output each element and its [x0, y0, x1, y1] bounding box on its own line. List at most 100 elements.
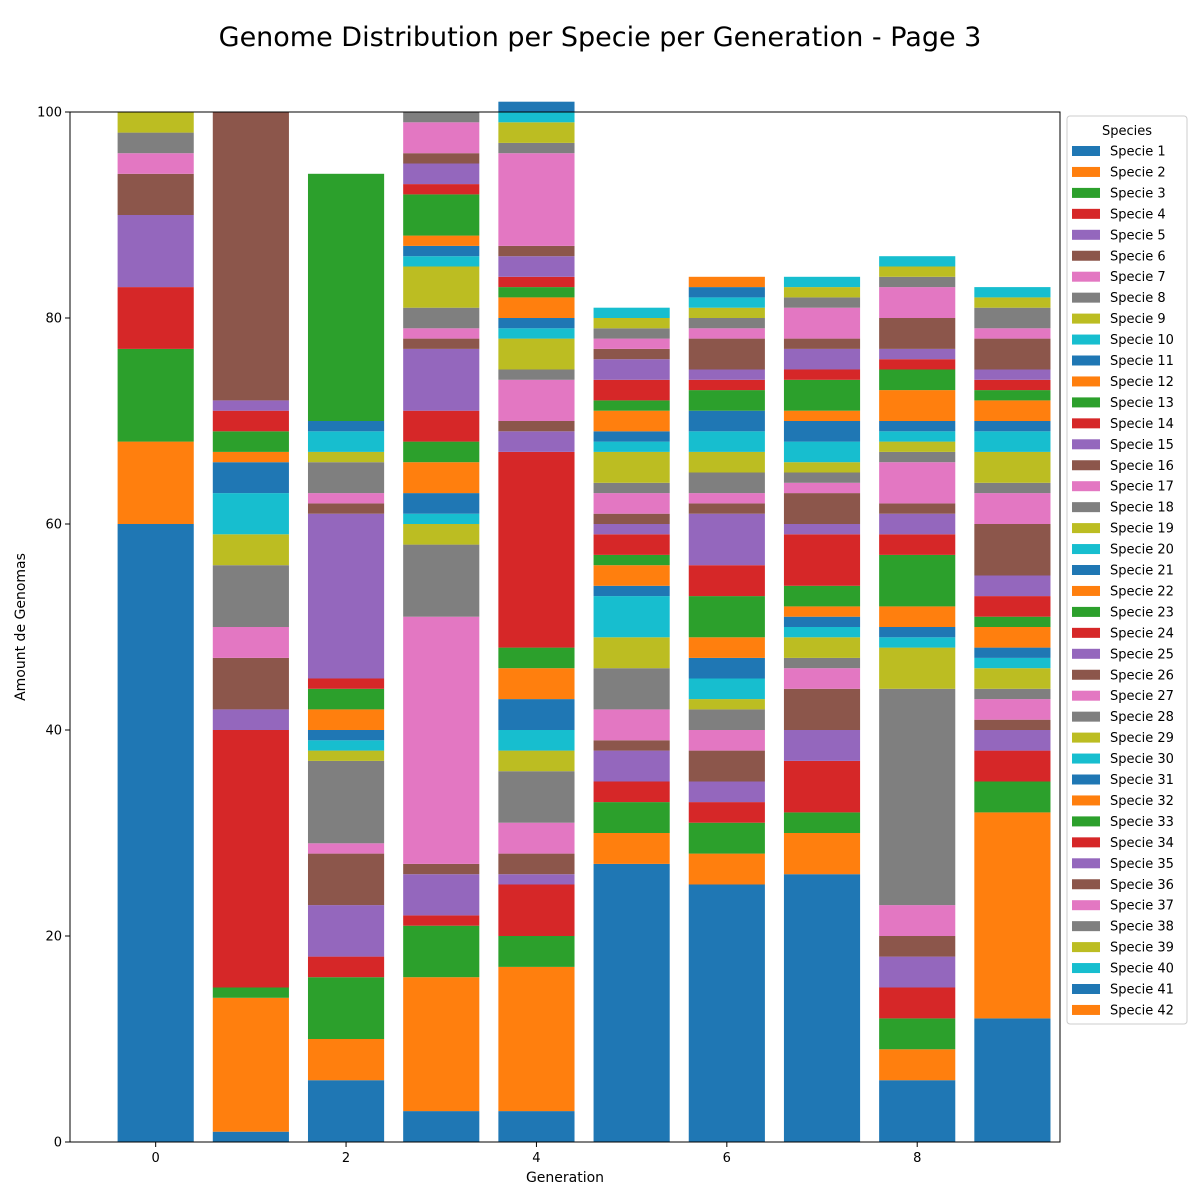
- x-tick-label: 0: [152, 1151, 160, 1166]
- bar-segment-gen5-specie-26: [593, 348, 670, 360]
- legend-label-specie-41: Specie 41: [1110, 983, 1174, 998]
- x-tick-label: 2: [342, 1151, 350, 1166]
- bar-segment-gen6-specie-19: [688, 451, 765, 473]
- legend-swatch-specie-22: [1072, 585, 1100, 596]
- legend-label-specie-23: Specie 23: [1110, 605, 1174, 620]
- bar-segment-gen7-specie-13: [783, 585, 861, 607]
- bar-segment-gen3-specie-23: [403, 194, 480, 236]
- legend-swatch-specie-1: [1072, 146, 1100, 156]
- bar-segment-gen8-specie-23: [879, 369, 956, 391]
- bar-segment-gen6-specie-15: [688, 513, 765, 566]
- y-tick-label: 80: [45, 312, 62, 327]
- bar-segment-gen9-specie-18: [974, 482, 1051, 494]
- legend-swatch-specie-32: [1072, 795, 1100, 806]
- bar-segment-gen5-specie-15: [593, 524, 670, 535]
- legend-swatch-specie-24: [1072, 627, 1100, 638]
- bar-segment-gen4-specie-13: [498, 647, 575, 669]
- bar-segment-gen2-specie-6: [307, 853, 385, 906]
- legend-swatch-specie-42: [1072, 1004, 1100, 1015]
- bar-segment-gen7-specie-21: [783, 421, 861, 442]
- legend-swatch-specie-19: [1072, 523, 1100, 534]
- bar-segment-gen3-specie-17: [403, 328, 480, 339]
- legend-swatch-specie-26: [1072, 669, 1100, 680]
- bar-segment-gen2-specie-8: [307, 760, 385, 844]
- legend-swatch-specie-15: [1072, 439, 1100, 450]
- bar-segment-gen3-specie-12: [403, 462, 480, 494]
- legend-swatch-specie-2: [1072, 166, 1100, 177]
- bar-segment-gen9-specie-20: [974, 431, 1051, 452]
- bar-segment-gen6-specie-14: [688, 565, 765, 597]
- bar-segment-gen8-specie-13: [879, 554, 956, 607]
- legend-label-specie-3: Specie 3: [1110, 186, 1166, 201]
- bar-segment-gen2-specie-21: [307, 421, 385, 432]
- bar-segment-gen7-specie-22: [783, 410, 861, 421]
- bar-segment-gen5-specie-7: [593, 709, 670, 741]
- bar-segment-gen9-specie-16: [974, 524, 1051, 576]
- bar-segment-gen4-specie-19: [498, 338, 575, 370]
- bar-segment-gen4-specie-14: [498, 451, 575, 648]
- bar-segment-gen2-specie-18: [307, 462, 385, 494]
- legend-label-specie-27: Specie 27: [1110, 689, 1174, 704]
- bar-segment-gen2-specie-2: [307, 1039, 385, 1081]
- bar-segment-gen3-specie-11: [403, 493, 480, 514]
- legend-label-specie-30: Specie 30: [1110, 752, 1174, 767]
- bar-segment-gen9-specie-5: [974, 730, 1051, 751]
- chart-title: Genome Distribution per Specie per Gener…: [219, 22, 982, 53]
- bar-segment-gen2-specie-4: [307, 956, 385, 978]
- legend-label-specie-39: Specie 39: [1110, 941, 1174, 956]
- bar-segment-gen2-specie-16: [307, 503, 385, 514]
- bar-segment-gen5-specie-30: [593, 307, 670, 318]
- bar-segment-gen1-specie-13: [212, 431, 289, 452]
- bar-segment-gen8-specie-5: [879, 956, 956, 988]
- bar-segment-gen8-specie-24: [879, 359, 956, 370]
- bar-segment-gen2-specie-23: [307, 173, 385, 421]
- bar-segment-gen8-specie-14: [879, 534, 956, 555]
- legend-label-specie-1: Specie 1: [1110, 145, 1166, 160]
- bar-segment-gen6-specie-18: [688, 472, 765, 494]
- legend-label-specie-33: Specie 33: [1110, 815, 1174, 830]
- bar-segment-gen6-specie-4: [688, 802, 765, 823]
- bar-segment-gen0-specie-5: [117, 215, 194, 288]
- y-axis-ticks: 0 20 40 60 80 100: [37, 106, 70, 1151]
- bar-segment-gen6-specie-20: [688, 431, 765, 452]
- bar-segment-gen7-specie-18: [783, 472, 861, 483]
- legend-label-specie-22: Specie 22: [1110, 584, 1174, 599]
- bar-segment-gen5-specie-4: [593, 781, 670, 803]
- bar-segment-gen3-specie-14: [403, 410, 480, 442]
- bar-segment-gen7-specie-5: [783, 730, 861, 761]
- bar-segment-gen8-specie-9: [879, 647, 956, 689]
- bar-segment-gen3-specie-3: [403, 925, 480, 978]
- bar-segment-gen1-specie-4: [212, 730, 289, 988]
- bar-segment-gen3-specie-4: [403, 915, 480, 926]
- legend-label-specie-13: Specie 13: [1110, 396, 1174, 411]
- legend-swatch-specie-9: [1072, 313, 1100, 324]
- bar-segment-gen5-specie-27: [593, 338, 670, 349]
- legend-swatch-specie-4: [1072, 208, 1100, 219]
- bar-segment-gen7-specie-11: [783, 616, 861, 627]
- bar-segment-gen2-specie-15: [307, 513, 385, 679]
- legend-label-specie-17: Specie 17: [1110, 480, 1174, 495]
- bar-segment-gen9-specie-24: [974, 379, 1051, 391]
- legend-swatch-specie-8: [1072, 292, 1100, 303]
- bar-segment-gen5-specie-24: [593, 379, 670, 401]
- x-tick-label: 6: [723, 1151, 731, 1166]
- legend-swatch-specie-36: [1072, 879, 1100, 890]
- bar-segment-gen5-specie-20: [593, 441, 670, 452]
- bar-segment-gen9-specie-11: [974, 647, 1051, 658]
- bar-segment-gen9-specie-1: [974, 1018, 1051, 1142]
- bar-segment-gen8-specie-27: [879, 287, 956, 318]
- legend-swatch-specie-30: [1072, 753, 1100, 764]
- bar-segment-gen6-specie-29: [688, 307, 765, 318]
- bar-segment-gen7-specie-8: [783, 657, 861, 669]
- bar-segment-gen5-specie-21: [593, 431, 670, 442]
- legend-label-specie-11: Specie 11: [1110, 354, 1174, 369]
- bar-segment-gen0-specie-2: [117, 441, 194, 524]
- bar-segment-gen3-specie-28: [403, 112, 480, 123]
- bar-segment-gen1-specie-9: [212, 534, 289, 566]
- bar-segment-gen5-specie-13: [593, 554, 670, 566]
- bar-segment-gen1-specie-16: [212, 112, 289, 401]
- bar-segment-gen4-specie-29: [498, 122, 575, 143]
- bar-segment-gen9-specie-26: [974, 338, 1051, 370]
- bar-segment-gen4-specie-28: [498, 142, 575, 154]
- bar-segment-gen7-specie-14: [783, 534, 861, 586]
